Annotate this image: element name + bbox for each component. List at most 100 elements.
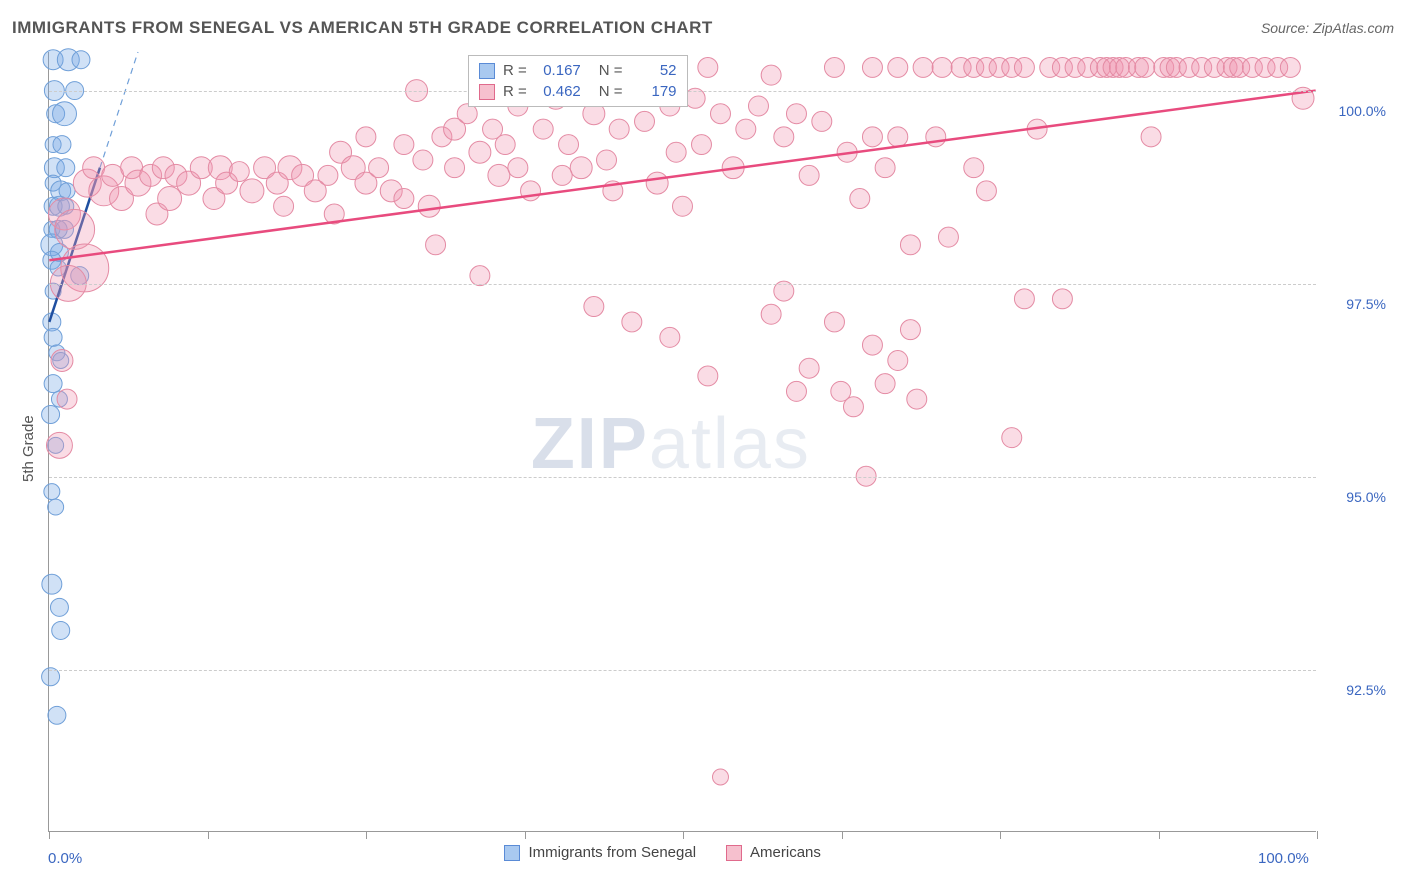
data-point [976, 181, 996, 201]
data-point [240, 179, 264, 203]
data-point [552, 165, 572, 185]
data-point [570, 157, 592, 179]
gridline [49, 284, 1316, 285]
legend-n-label: N = [599, 60, 623, 81]
y-tick-label: 95.0% [1326, 489, 1386, 505]
data-point [584, 297, 604, 317]
y-tick-label: 100.0% [1326, 103, 1386, 119]
y-axis-label: 5th Grade [20, 415, 37, 482]
data-point [356, 127, 376, 147]
legend-n-label: N = [599, 81, 623, 102]
data-point [698, 366, 718, 386]
legend-item: Americans [726, 844, 821, 861]
data-point [51, 350, 73, 372]
data-point [158, 187, 182, 211]
data-point [609, 119, 629, 139]
data-point [445, 158, 465, 178]
chart-container: IMMIGRANTS FROM SENEGAL VS AMERICAN 5TH … [0, 0, 1406, 892]
data-point [824, 57, 844, 77]
data-point [1141, 127, 1161, 147]
legend-n-value: 179 [631, 81, 677, 102]
data-point [736, 119, 756, 139]
data-point [799, 165, 819, 185]
chart-source: Source: ZipAtlas.com [1261, 20, 1394, 36]
legend-row: R = 0.167 N = 52 [479, 60, 677, 81]
data-point [495, 135, 515, 155]
y-tick-label: 97.5% [1326, 296, 1386, 312]
data-point [622, 312, 642, 332]
trend-line-extension [100, 52, 138, 168]
data-point [42, 406, 60, 424]
data-point [57, 159, 75, 177]
data-point [53, 136, 71, 154]
data-point [888, 57, 908, 77]
data-point [932, 57, 952, 77]
legend-r-value: 0.167 [535, 60, 581, 81]
data-point [646, 172, 668, 194]
data-point [666, 142, 686, 162]
legend-r-label: R = [503, 81, 527, 102]
data-point [938, 227, 958, 247]
data-point [692, 135, 712, 155]
data-point [786, 104, 806, 124]
data-point [533, 119, 553, 139]
data-point [850, 189, 870, 209]
data-point [913, 57, 933, 77]
data-point [799, 358, 819, 378]
legend-row: R = 0.462 N = 179 [479, 81, 677, 102]
legend-r-label: R = [503, 60, 527, 81]
data-point [318, 165, 338, 185]
data-point [673, 196, 693, 216]
data-point [470, 266, 490, 286]
y-tick-label: 92.5% [1326, 682, 1386, 698]
data-point [418, 195, 440, 217]
data-point [926, 127, 946, 147]
correlation-legend: R = 0.167 N = 52 R = 0.462 N = 179 [468, 55, 688, 107]
legend-r-value: 0.462 [535, 81, 581, 102]
x-tick [366, 831, 367, 839]
legend-n-value: 52 [631, 60, 677, 81]
data-point [900, 235, 920, 255]
data-point [597, 150, 617, 170]
x-tick [1159, 831, 1160, 839]
data-point [875, 158, 895, 178]
data-point [862, 335, 882, 355]
x-axis-max-label: 100.0% [1258, 850, 1309, 867]
data-point [888, 351, 908, 371]
data-point [508, 158, 528, 178]
data-point [862, 127, 882, 147]
data-point [862, 57, 882, 77]
data-point [1280, 57, 1300, 77]
data-point [50, 598, 68, 616]
data-point [1052, 289, 1072, 309]
legend-swatch [479, 63, 495, 79]
data-point [57, 389, 77, 409]
data-point [48, 706, 66, 724]
data-point [72, 51, 90, 69]
chart-title: IMMIGRANTS FROM SENEGAL VS AMERICAN 5TH … [12, 18, 713, 38]
data-point [698, 57, 718, 77]
data-point [44, 328, 62, 346]
x-tick [525, 831, 526, 839]
chart-header: IMMIGRANTS FROM SENEGAL VS AMERICAN 5TH … [12, 18, 1394, 38]
data-point [748, 96, 768, 116]
x-axis-min-label: 0.0% [48, 850, 82, 867]
data-point [53, 102, 77, 126]
data-point [44, 484, 60, 500]
data-point [824, 312, 844, 332]
data-point [229, 162, 249, 182]
data-point [761, 304, 781, 324]
data-point [761, 65, 781, 85]
data-point [44, 375, 62, 393]
data-point [1135, 57, 1155, 77]
legend-swatch [479, 84, 495, 100]
data-point [369, 158, 389, 178]
data-point [42, 574, 62, 594]
data-point [46, 432, 72, 458]
data-point [48, 499, 64, 515]
x-tick [842, 831, 843, 839]
gridline [49, 477, 1316, 478]
x-tick [49, 831, 50, 839]
data-point [55, 209, 95, 249]
data-point [52, 621, 70, 639]
